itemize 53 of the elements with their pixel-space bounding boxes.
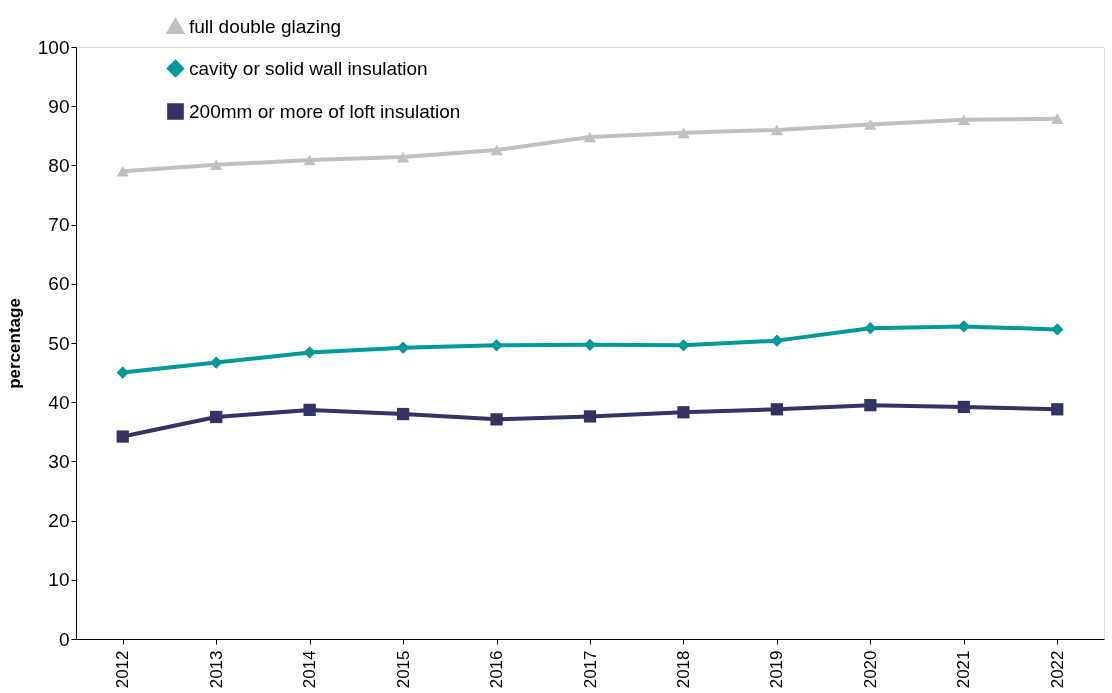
x-tick-label: 2022: [1047, 650, 1067, 689]
point: [396, 341, 410, 354]
point: [957, 114, 970, 126]
point: [583, 410, 597, 423]
legend-label: full double glazing: [189, 15, 342, 37]
point: [1051, 323, 1064, 336]
point: [1051, 113, 1064, 124]
y-tick-label: 0: [58, 628, 70, 650]
y-tick-label: 100: [37, 36, 70, 58]
point: [770, 403, 784, 416]
y-axis-title: percentage: [4, 298, 24, 389]
point: [677, 127, 690, 139]
legend-label: cavity or solid wall insulation: [189, 57, 428, 79]
x-tick-label: 2021: [954, 650, 974, 689]
x-tick-label: 2017: [580, 650, 600, 689]
x-tick-label: 2016: [487, 650, 507, 689]
point: [770, 124, 784, 136]
point: [864, 399, 877, 412]
point: [490, 144, 503, 156]
y-tick-label: 90: [48, 95, 70, 117]
x-tick-label: 2012: [113, 650, 133, 689]
point: [677, 406, 690, 419]
point: [116, 366, 129, 379]
x-tick-label: 2020: [860, 650, 880, 689]
point: [116, 166, 129, 177]
x-tick-label: 2019: [767, 650, 787, 689]
point: [116, 430, 129, 443]
point: [396, 407, 410, 421]
y-tick-label: 50: [48, 332, 70, 354]
x-tick-label: 2013: [206, 650, 226, 689]
y-tick-label: 70: [48, 214, 70, 236]
y-tick-label: 30: [48, 450, 70, 472]
point: [490, 413, 503, 426]
y-tick-label: 10: [48, 569, 70, 591]
point: [957, 400, 970, 414]
point: [210, 159, 223, 171]
point: [303, 403, 316, 417]
point: [396, 151, 410, 163]
point: [583, 338, 597, 351]
y-tick-label: 40: [48, 391, 70, 413]
legend-label: 200mm or more of loft insulation: [189, 100, 461, 122]
point: [1051, 403, 1064, 416]
x-tick-label: 2014: [300, 650, 320, 689]
point: [583, 131, 597, 143]
x-tick-label: 2015: [393, 650, 413, 689]
point: [864, 119, 877, 130]
point: [770, 334, 784, 347]
y-tick-label: 60: [48, 273, 70, 295]
x-tick-label: 2018: [673, 650, 693, 689]
y-tick-label: 80: [48, 154, 70, 176]
y-tick-label: 20: [48, 510, 70, 532]
point: [210, 410, 223, 424]
point: [303, 154, 316, 166]
